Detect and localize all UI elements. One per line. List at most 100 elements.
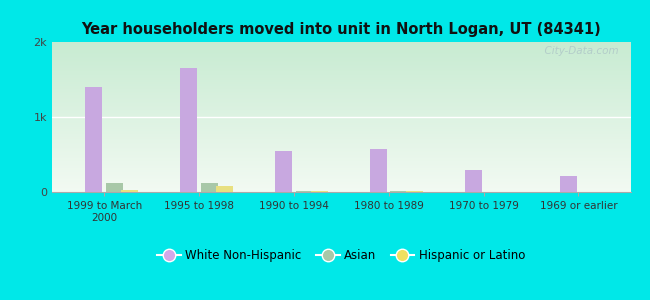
Bar — [52, 64, 630, 65]
Bar — [52, 102, 630, 103]
Bar — [52, 167, 630, 168]
Bar — [52, 53, 630, 54]
Bar — [52, 100, 630, 101]
Bar — [52, 131, 630, 132]
Bar — [52, 80, 630, 81]
Bar — [52, 69, 630, 70]
Bar — [275, 151, 292, 192]
Bar — [52, 128, 630, 129]
Bar — [52, 72, 630, 73]
Bar — [52, 86, 630, 87]
Bar — [52, 142, 630, 143]
Bar — [180, 68, 198, 192]
Bar — [52, 112, 630, 113]
Bar — [52, 93, 630, 94]
Bar — [52, 123, 630, 124]
Bar — [52, 169, 630, 170]
Bar — [52, 89, 630, 90]
Bar — [52, 144, 630, 145]
Bar — [52, 132, 630, 133]
Bar — [52, 49, 630, 50]
Bar — [52, 79, 630, 80]
Bar — [52, 168, 630, 169]
Bar — [52, 152, 630, 153]
Bar — [52, 67, 630, 68]
Bar — [52, 129, 630, 130]
Bar — [52, 145, 630, 146]
Bar — [52, 109, 630, 110]
Bar — [52, 166, 630, 167]
Bar — [52, 68, 630, 69]
Bar — [52, 150, 630, 151]
Bar — [52, 100, 630, 101]
Bar — [391, 191, 408, 192]
Bar — [52, 126, 630, 127]
Bar — [52, 117, 630, 118]
Bar — [311, 191, 328, 192]
Bar — [52, 162, 630, 163]
Bar — [52, 95, 630, 96]
Bar — [52, 159, 630, 160]
Bar — [52, 46, 630, 47]
Bar — [52, 139, 630, 140]
Bar — [52, 63, 630, 64]
Bar — [52, 127, 630, 128]
Bar — [52, 134, 630, 135]
Bar — [52, 191, 630, 192]
Bar — [52, 146, 630, 147]
Bar — [52, 163, 630, 164]
Bar — [52, 160, 630, 161]
Bar — [52, 148, 630, 149]
Bar — [52, 55, 630, 56]
Bar — [52, 51, 630, 52]
Bar — [52, 161, 630, 162]
Bar — [52, 106, 630, 107]
Bar — [52, 188, 630, 189]
Bar — [52, 124, 630, 125]
Bar — [52, 45, 630, 46]
Bar — [52, 107, 630, 108]
Bar — [52, 171, 630, 172]
Bar — [106, 183, 123, 192]
Bar — [52, 71, 630, 72]
Bar — [52, 62, 630, 63]
Bar — [52, 178, 630, 179]
Bar — [52, 157, 630, 158]
Bar — [465, 170, 482, 192]
Bar — [52, 119, 630, 120]
Bar — [52, 189, 630, 190]
Bar — [52, 103, 630, 104]
Bar — [52, 77, 630, 78]
Bar — [52, 121, 630, 122]
Bar — [52, 154, 630, 155]
Bar — [52, 160, 630, 161]
Bar — [52, 61, 630, 62]
Bar — [52, 118, 630, 119]
Bar — [122, 190, 138, 192]
Bar — [52, 151, 630, 152]
Bar — [52, 54, 630, 55]
Bar — [52, 83, 630, 84]
Bar — [52, 85, 630, 86]
Bar — [85, 87, 103, 192]
Bar — [52, 84, 630, 85]
Bar — [52, 90, 630, 91]
Bar — [52, 82, 630, 83]
Bar — [52, 75, 630, 76]
Bar — [52, 116, 630, 117]
Bar — [52, 185, 630, 186]
Bar — [52, 143, 630, 144]
Bar — [52, 104, 630, 105]
Title: Year householders moved into unit in North Logan, UT (84341): Year householders moved into unit in Nor… — [81, 22, 601, 37]
Bar — [52, 186, 630, 187]
Bar — [52, 66, 630, 67]
Bar — [52, 179, 630, 180]
Bar — [52, 87, 630, 88]
Bar — [52, 175, 630, 176]
Bar — [52, 76, 630, 77]
Bar — [52, 120, 630, 121]
Bar — [52, 180, 630, 181]
Bar — [52, 153, 630, 154]
Bar — [52, 70, 630, 71]
Legend: White Non-Hispanic, Asian, Hispanic or Latino: White Non-Hispanic, Asian, Hispanic or L… — [152, 245, 530, 267]
